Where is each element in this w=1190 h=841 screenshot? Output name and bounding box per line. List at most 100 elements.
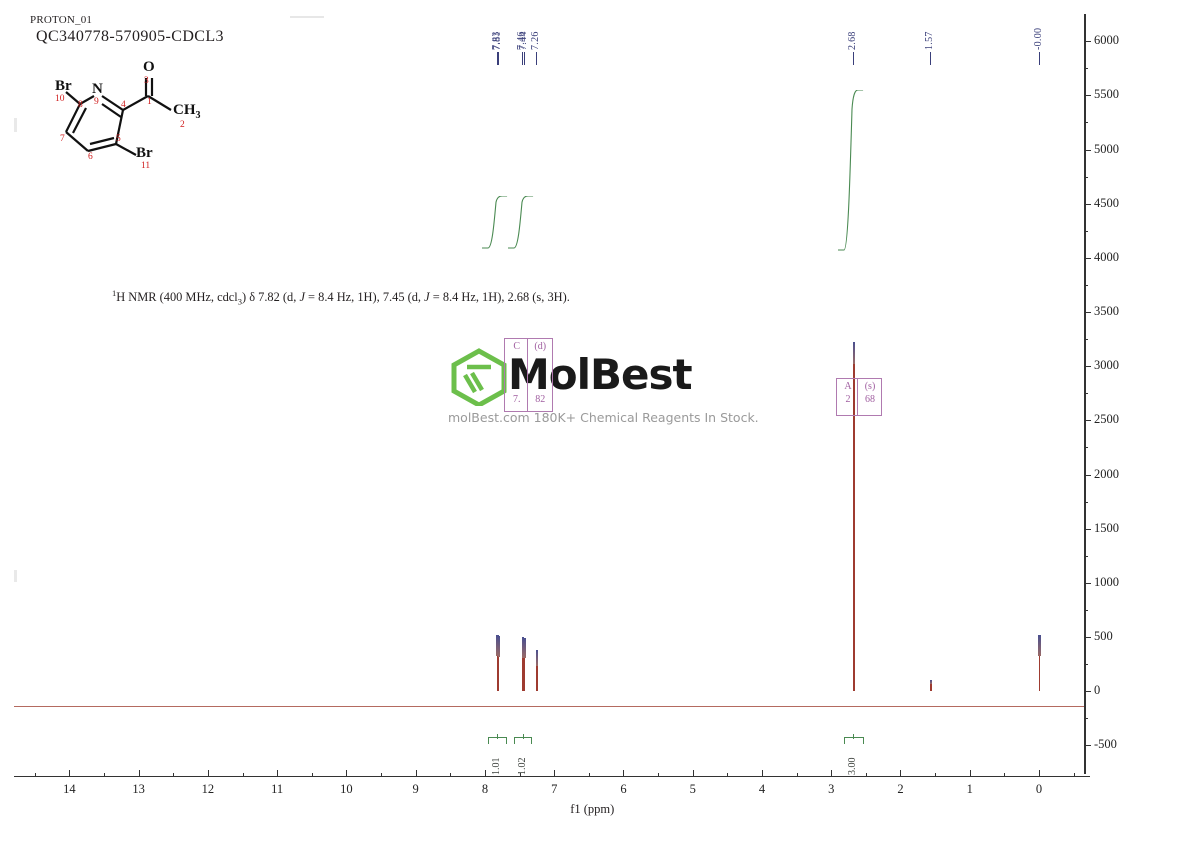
ring-number-1: 1: [147, 97, 152, 107]
multiplet-shift-int: 2: [845, 394, 851, 405]
x-axis-tick: [277, 770, 279, 776]
x-axis-tick: [900, 770, 902, 776]
x-axis-label: 3: [828, 782, 835, 796]
peak-label-tick: [1038, 52, 1040, 65]
x-axis-label: 10: [340, 782, 353, 796]
y-axis-tick: [1084, 474, 1091, 476]
integral-curve-7-82: [481, 196, 507, 249]
x-axis-tick: [831, 770, 833, 776]
atom-label-br-10: Br: [55, 78, 72, 94]
y-axis-tick: [1084, 257, 1091, 259]
multiplet-annotation-box[interactable]: A (s) 2 68: [836, 378, 882, 416]
x-axis-label: 1: [966, 782, 973, 796]
y-axis-label: 3000: [1094, 358, 1119, 373]
integration-bar-cap: [863, 737, 865, 744]
atom-number-9: 9: [94, 97, 99, 107]
ring-number-8: 8: [78, 100, 83, 110]
peak-label-tick: [498, 52, 500, 65]
multiplet-shift-dec: 68: [865, 394, 875, 405]
peak-tip-marker: [1038, 634, 1041, 657]
integral-curve-7-45: [508, 196, 534, 249]
y-axis-minor-tick: [1084, 718, 1088, 720]
y-axis-label: 3500: [1094, 304, 1119, 319]
spectrum-peak: [853, 342, 855, 692]
x-axis-minor-tick: [242, 773, 244, 776]
ring-number-5: 5: [116, 134, 121, 144]
x-axis-tick: [554, 770, 556, 776]
spectrum-peak: [930, 679, 932, 692]
x-axis-tick: [69, 770, 71, 776]
peak-shift-label: -0.00: [1032, 27, 1044, 50]
x-axis-label: 2: [897, 782, 904, 796]
y-axis-tick: [1084, 312, 1091, 314]
multiplet-annotation-box[interactable]: C (d) 7. 82: [504, 338, 553, 412]
integration-bar-cap: [505, 737, 507, 744]
spectrum-peak: [1038, 634, 1041, 692]
y-axis-minor-tick: [1084, 393, 1088, 395]
y-axis-label: 2500: [1094, 412, 1119, 427]
peak-shift-label: 7.81: [492, 31, 504, 50]
y-axis-tick: [1084, 528, 1091, 530]
integration-bar-cap: [843, 737, 845, 744]
y-axis-minor-tick: [1084, 176, 1088, 178]
peak-label-tick: [522, 52, 524, 65]
atom-label-br-11: Br: [136, 145, 153, 161]
integral-curve-2-68: [837, 90, 863, 251]
x-axis-minor-tick: [727, 773, 729, 776]
x-axis-label: 4: [758, 782, 766, 796]
y-axis-minor-tick: [1084, 555, 1088, 557]
multiplet-type: (s): [864, 381, 876, 392]
y-axis-label: 6000: [1094, 33, 1119, 48]
y-axis-tick: [1084, 95, 1091, 97]
x-axis-tick: [138, 770, 140, 776]
y-axis-label: 5500: [1094, 87, 1119, 102]
peak-label-tick: [853, 52, 855, 65]
y-axis-minor-tick: [1084, 609, 1088, 611]
multiplet-type: (d): [534, 341, 547, 352]
y-axis-label: 1000: [1094, 574, 1119, 589]
atom-label-n-9: N: [92, 81, 103, 97]
y-axis-label: 2000: [1094, 466, 1119, 481]
x-axis-label: 9: [412, 782, 419, 796]
scan-artifact-top: [290, 16, 324, 18]
y-axis-tick: [1084, 745, 1091, 747]
y-axis-minor-tick: [1084, 501, 1088, 503]
x-axis-minor-tick: [104, 773, 106, 776]
y-axis-tick: [1084, 149, 1091, 151]
peak-label-tick: [930, 52, 932, 65]
x-axis-tick: [1038, 770, 1040, 776]
y-axis-tick: [1084, 41, 1091, 43]
x-axis-title: f1 (ppm): [570, 802, 615, 816]
x-axis-tick: [761, 770, 763, 776]
integration-center-tick: [853, 734, 855, 739]
multiplet-shift-dec: 82: [535, 394, 546, 405]
x-axis-minor-tick: [1073, 773, 1075, 776]
ring-number-6: 6: [88, 152, 93, 162]
y-axis-tick: [1084, 366, 1091, 368]
x-axis-tick: [346, 770, 348, 776]
multiplet-box-divider: [527, 339, 528, 411]
x-axis-label: 13: [132, 782, 145, 796]
atom-number-10: 10: [55, 94, 65, 104]
y-axis-minor-tick: [1084, 339, 1088, 341]
spectrum-peak: [496, 634, 499, 692]
y-axis-label: 4500: [1094, 195, 1119, 210]
peak-shift-label: 7.26: [530, 31, 542, 50]
integration-center-tick: [497, 734, 499, 739]
x-axis-minor-tick: [381, 773, 383, 776]
spectrum-peak: [536, 650, 538, 692]
atom-label-o-3: O: [143, 59, 155, 75]
y-axis-label: -500: [1094, 737, 1117, 752]
scan-artifact-left: [14, 118, 17, 132]
x-axis: [14, 776, 1090, 777]
y-axis-minor-tick: [1084, 447, 1088, 449]
multiplet-id: C: [513, 341, 521, 352]
y-axis-label: 5000: [1094, 141, 1119, 156]
x-axis-minor-tick: [865, 773, 867, 776]
x-axis-label: 11: [271, 782, 284, 796]
y-axis-tick: [1084, 420, 1091, 422]
x-axis-minor-tick: [34, 773, 36, 776]
x-axis-minor-tick: [311, 773, 313, 776]
scan-artifact-left-2: [14, 570, 17, 582]
